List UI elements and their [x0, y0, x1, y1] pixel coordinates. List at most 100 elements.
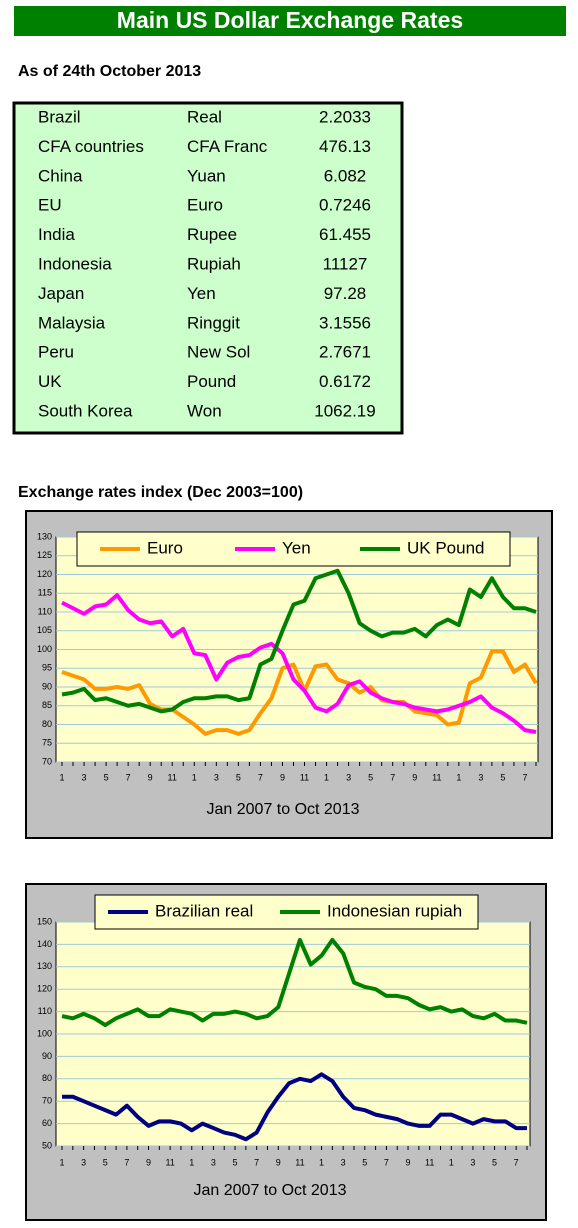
x-tick-label: 3 [81, 1157, 86, 1167]
table-cell: CFA countries [38, 137, 144, 156]
table-cell: CFA Franc [187, 137, 268, 156]
subtitle: As of 24th October 2013 [18, 63, 201, 80]
table-cell: Ringgit [187, 313, 240, 332]
x-tick-label: 3 [214, 772, 219, 782]
y-tick-label: 125 [37, 550, 52, 560]
y-tick-label: 150 [37, 916, 52, 926]
x-tick-label: 3 [478, 772, 483, 782]
x-tick-label: 11 [168, 772, 177, 782]
x-tick-label: 11 [295, 1157, 304, 1167]
x-tick-label: 11 [300, 772, 309, 782]
y-tick-label: 90 [42, 1051, 52, 1061]
x-tick-label: 7 [124, 1157, 129, 1167]
x-tick-label: 1 [449, 1157, 454, 1167]
x-tick-label: 9 [406, 1157, 411, 1167]
x-tick-label: 7 [522, 772, 527, 782]
table-cell: 6.082 [324, 166, 367, 185]
legend-label: UK Pound [407, 538, 485, 557]
y-tick-label: 75 [42, 738, 52, 748]
x-tick-label: 1 [319, 1157, 324, 1167]
y-tick-label: 140 [37, 939, 52, 949]
series-line [61, 568, 537, 714]
x-tick-label: 1 [456, 772, 461, 782]
y-tick-label: 50 [42, 1140, 52, 1150]
table-cell: 11127 [323, 254, 368, 273]
legend [76, 531, 511, 567]
table-cell: 0.6172 [319, 372, 371, 391]
table-cell: Rupee [187, 225, 237, 244]
table-cell: 2.7671 [319, 343, 371, 362]
table-cell: 3.1556 [319, 313, 371, 332]
y-tick-label: 100 [37, 644, 52, 654]
x-tick-label: 5 [104, 772, 109, 782]
table-cell: 0.7246 [319, 196, 371, 215]
y-tick-label: 95 [42, 663, 52, 673]
table-cell: 97.28 [324, 284, 367, 303]
y-tick-label: 110 [38, 1006, 52, 1016]
series-line [61, 937, 528, 1028]
y-tick-label: 120 [37, 569, 52, 579]
table-cell: Pound [187, 372, 236, 391]
table-cell: Malaysia [38, 313, 106, 332]
table-cell: 476.13 [319, 137, 371, 156]
x-tick-label: 3 [82, 772, 87, 782]
x-tick-label: 3 [341, 1157, 346, 1167]
y-tick-label: 60 [42, 1118, 52, 1128]
x-tick-label: 9 [280, 772, 285, 782]
table-cell: Japan [38, 284, 84, 303]
x-tick-label: 5 [492, 1157, 497, 1167]
x-tick-label: 7 [384, 1157, 389, 1167]
table-cell: South Korea [38, 401, 133, 420]
table-cell: Rupiah [187, 254, 241, 273]
table-cell: Real [187, 107, 222, 126]
y-tick-label: 120 [37, 984, 52, 994]
x-tick-label: 11 [165, 1157, 174, 1167]
title: Main US Dollar Exchange Rates [117, 7, 463, 33]
title-bar [14, 6, 566, 36]
x-tick-label: 11 [432, 772, 441, 782]
y-tick-label: 130 [37, 961, 52, 971]
x-tick-label: 5 [368, 772, 373, 782]
x-tick-label: 9 [276, 1157, 281, 1167]
x-tick-label: 11 [425, 1157, 434, 1167]
y-tick-label: 70 [42, 756, 52, 766]
y-tick-label: 110 [38, 606, 52, 616]
x-tick-label: 9 [146, 1157, 151, 1167]
table-cell: EU [38, 196, 62, 215]
table-cell: China [38, 166, 83, 185]
table-cell: Yen [187, 284, 216, 303]
x-axis-label: Jan 2007 to Oct 2013 [207, 801, 360, 818]
x-tick-label: 1 [59, 1157, 64, 1167]
x-tick-label: 9 [412, 772, 417, 782]
legend-label: Euro [147, 538, 183, 557]
table-cell: Indonesia [38, 254, 112, 273]
x-tick-label: 3 [470, 1157, 475, 1167]
series-line [61, 649, 538, 736]
table-cell: UK [38, 372, 62, 391]
y-tick-label: 90 [42, 681, 52, 691]
y-tick-label: 115 [38, 588, 52, 598]
x-tick-label: 7 [126, 772, 131, 782]
table-cell: Yuan [187, 166, 226, 185]
legend-label: Brazilian real [155, 901, 253, 920]
table-cell: Won [187, 401, 222, 420]
x-tick-label: 5 [500, 772, 505, 782]
x-tick-label: 5 [103, 1157, 108, 1167]
series-line [62, 1072, 527, 1142]
table-cell: 61.455 [319, 225, 371, 244]
x-tick-label: 9 [148, 772, 153, 782]
table-cell: Peru [38, 343, 74, 362]
y-tick-label: 70 [42, 1096, 52, 1106]
y-tick-label: 130 [37, 531, 52, 541]
table-cell: 1062.19 [314, 401, 375, 420]
table-cell: Euro [187, 196, 223, 215]
rates-table [12, 101, 404, 435]
x-tick-label: 5 [362, 1157, 367, 1167]
x-tick-label: 1 [59, 772, 64, 782]
table-cell: Brazil [38, 107, 81, 126]
table-cell: 2.2033 [319, 107, 371, 126]
table-cell: India [38, 225, 75, 244]
y-tick-label: 105 [37, 625, 52, 635]
x-axis-label: Jan 2007 to Oct 2013 [194, 1182, 347, 1199]
